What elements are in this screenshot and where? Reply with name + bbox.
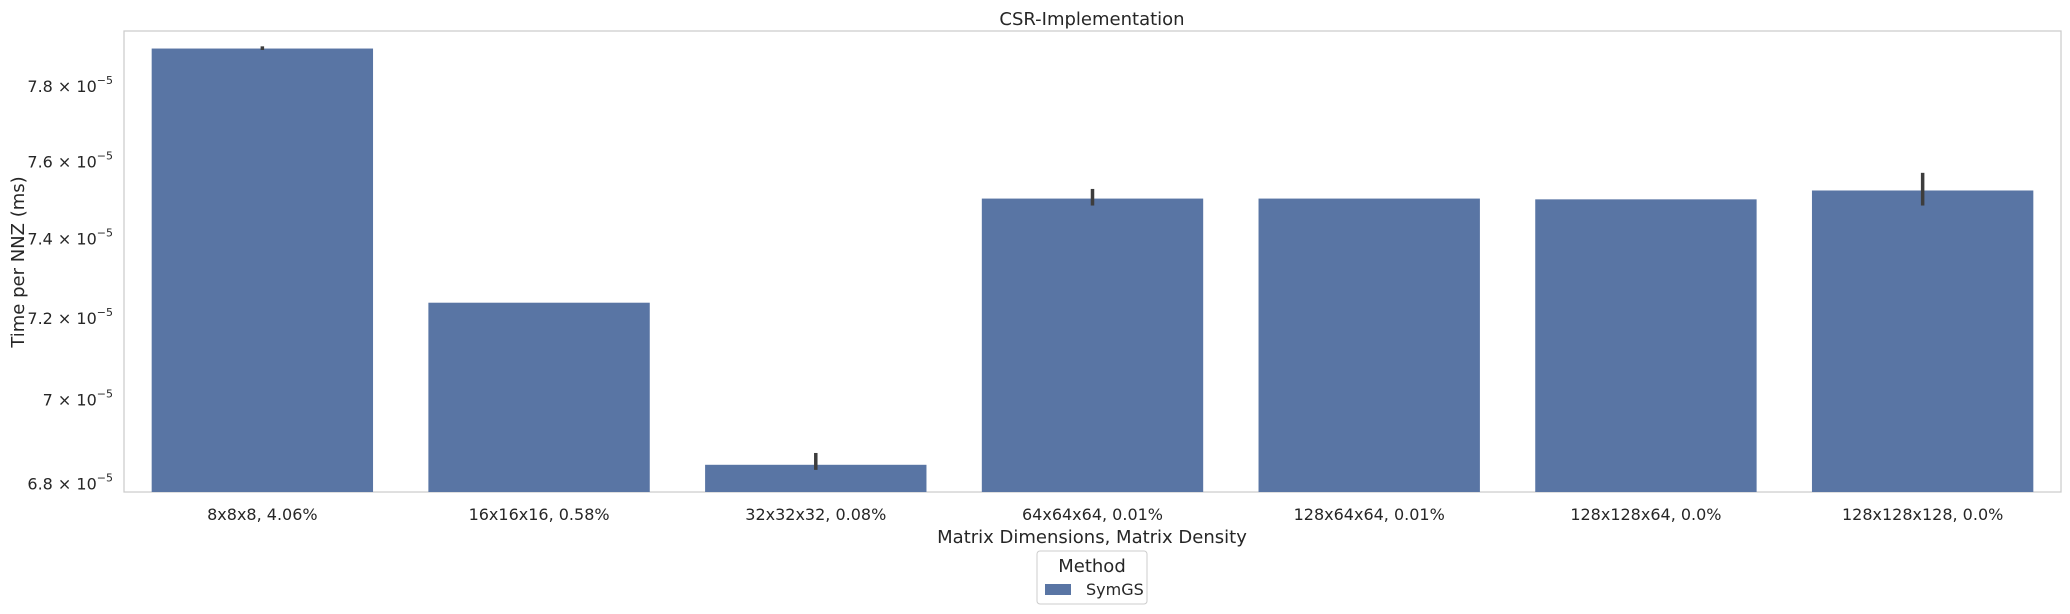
legend-title: Method: [1058, 556, 1126, 577]
y-tick-label: 7.2 × 10−5: [27, 306, 113, 328]
bars-layer: [151, 48, 2034, 493]
y-tick-label: 7.6 × 10−5: [27, 149, 113, 171]
bar-4: [981, 198, 1204, 492]
x-axis-ticks: 8x8x8, 4.06% 16x16x16, 0.58% 32x32x32, 0.0…: [207, 505, 2003, 524]
x-tick-label: 16x16x16, 0.58%: [469, 505, 610, 524]
x-tick-label: 32x32x32, 0.08%: [745, 505, 886, 524]
legend: Method SymGS: [1036, 550, 1148, 605]
y-tick-label: 6.8 × 10−5: [27, 471, 113, 493]
bar-7: [1811, 190, 2034, 492]
y-tick-label: 7.8 × 10−5: [27, 74, 113, 96]
error-bars-layer: [260, 46, 1925, 470]
legend-label-symgs: SymGS: [1086, 580, 1144, 599]
x-axis-label: Matrix Dimensions, Matrix Density: [937, 527, 1247, 548]
y-axis-label: Time per NNZ (ms): [8, 176, 29, 348]
x-tick-label: 128x128x64, 0.0%: [1570, 505, 1721, 524]
chart-title: CSR-Implementation: [999, 9, 1184, 30]
x-tick-label: 8x8x8, 4.06%: [207, 505, 317, 524]
bar-2: [428, 302, 650, 492]
x-tick-label: 64x64x64, 0.01%: [1022, 505, 1163, 524]
bar-1: [151, 48, 374, 493]
x-tick-label: 128x128x128, 0.0%: [1842, 505, 2003, 524]
bar-5: [1258, 198, 1480, 492]
x-tick-label: 128x64x64, 0.01%: [1294, 505, 1445, 524]
legend-swatch-symgs: [1045, 584, 1071, 595]
y-axis-ticks: 6.8 × 10−5 7 × 10−5 7.2 × 10−5 7.4 × 10−5 7.…: [27, 74, 113, 493]
y-tick-label: 7.4 × 10−5: [27, 227, 113, 249]
bar-6: [1535, 199, 1757, 492]
y-tick-label: 7 × 10−5: [43, 388, 113, 410]
